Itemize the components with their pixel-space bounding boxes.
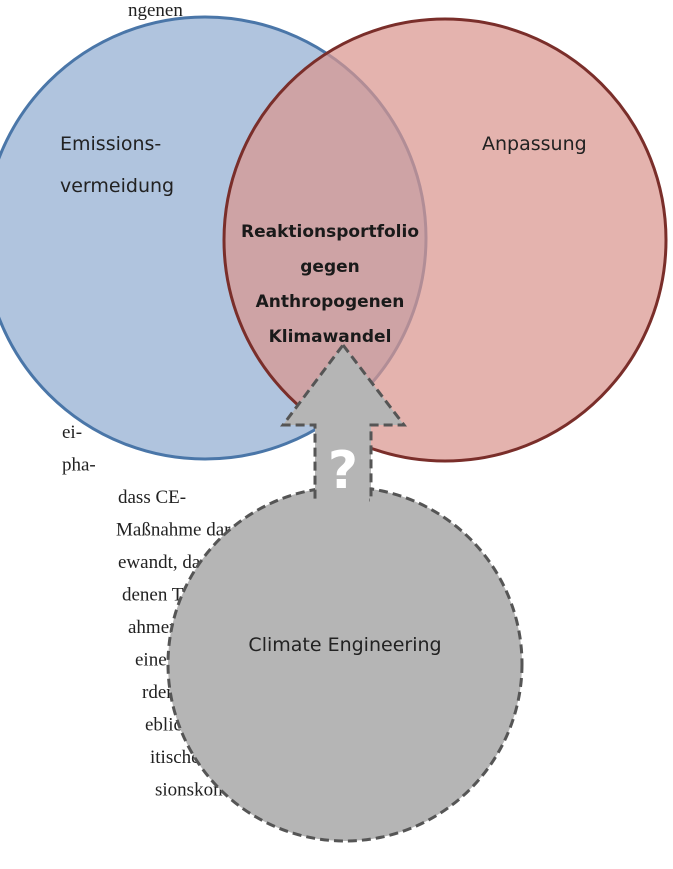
arrow-join [317, 427, 369, 507]
text-fragment: pha- [62, 455, 96, 476]
text-fragment: ei- [62, 422, 82, 443]
text-fragment: ngenen [128, 0, 183, 21]
question-mark: ? [328, 441, 358, 501]
adaptation-circle [222, 17, 668, 463]
arrow [280, 342, 408, 502]
ce-circle [166, 485, 524, 843]
label: Anpassung [482, 133, 587, 155]
label: vermeidung [60, 175, 174, 197]
label: Emissions- [60, 133, 161, 155]
text-fragment: ewandt, dass [118, 552, 215, 573]
center-label: Reaktionsportfolio [241, 222, 419, 242]
center-label: Anthropogenen [256, 292, 405, 312]
text-fragment: dass CE- [118, 487, 186, 508]
label: Climate Engineering [248, 634, 441, 656]
center-label: Klimawandel [269, 327, 392, 347]
center-label: gegen [300, 257, 360, 277]
text-fragment: Maßnahme dar- [116, 520, 236, 541]
